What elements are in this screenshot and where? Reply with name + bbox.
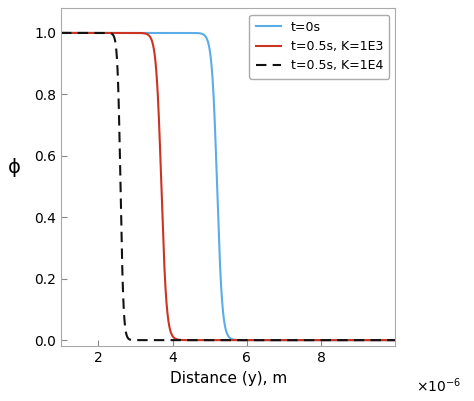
t=0s <box>326 338 332 342</box>
t=0.5s, K=1E3 <box>21 30 27 35</box>
Line: t=0.5s, K=1E3: t=0.5s, K=1E3 <box>24 33 433 340</box>
t=0s <box>266 338 272 342</box>
t=0.5s, K=1E4 <box>287 338 292 342</box>
t=0s <box>357 338 363 342</box>
t=0.5s, K=1E4 <box>357 338 363 342</box>
Text: $\times10^{-6}$: $\times10^{-6}$ <box>416 377 461 395</box>
t=0.5s, K=1E3 <box>357 338 363 342</box>
t=0.5s, K=1E3 <box>430 338 436 342</box>
t=0.5s, K=1E3 <box>326 338 332 342</box>
t=0s <box>430 338 436 342</box>
Legend: t=0s, t=0.5s, K=1E3, t=0.5s, K=1E4: t=0s, t=0.5s, K=1E3, t=0.5s, K=1E4 <box>249 14 389 79</box>
t=0.5s, K=1E4 <box>177 338 183 342</box>
t=0.5s, K=1E4 <box>430 338 436 342</box>
X-axis label: Distance (y), m: Distance (y), m <box>170 371 287 386</box>
t=0s <box>21 30 27 35</box>
t=0s <box>177 30 183 35</box>
t=0.5s, K=1E4 <box>95 30 101 35</box>
t=0.5s, K=1E3 <box>287 338 292 342</box>
t=0.5s, K=1E3 <box>95 30 101 35</box>
t=0.5s, K=1E4 <box>21 30 27 35</box>
Line: t=0.5s, K=1E4: t=0.5s, K=1E4 <box>24 33 433 340</box>
t=0.5s, K=1E4 <box>266 338 272 342</box>
Y-axis label: ϕ: ϕ <box>9 158 21 177</box>
Line: t=0s: t=0s <box>24 33 433 340</box>
t=0s <box>287 338 292 342</box>
t=0.5s, K=1E4 <box>326 338 332 342</box>
t=0.5s, K=1E3 <box>266 338 272 342</box>
t=0s <box>95 30 101 35</box>
t=0.5s, K=1E3 <box>177 338 183 342</box>
